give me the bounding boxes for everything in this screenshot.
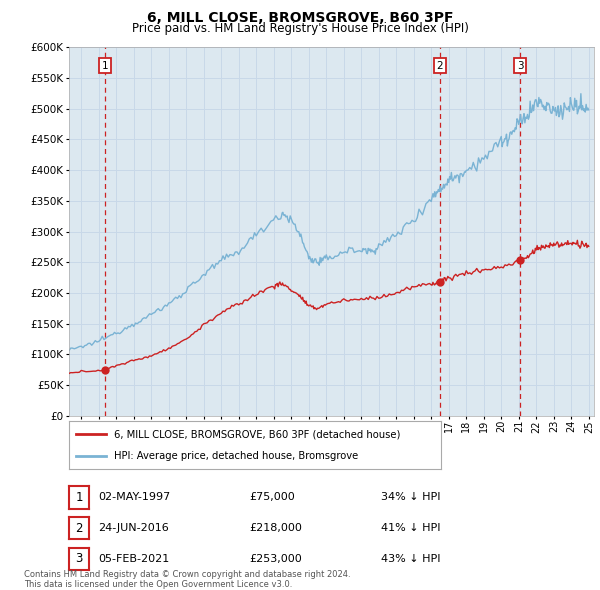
Text: 3: 3: [76, 552, 83, 565]
Text: 2: 2: [76, 522, 83, 535]
Text: 05-FEB-2021: 05-FEB-2021: [98, 554, 169, 563]
Text: 3: 3: [517, 61, 524, 71]
Text: 41% ↓ HPI: 41% ↓ HPI: [381, 523, 440, 533]
Text: Contains HM Land Registry data © Crown copyright and database right 2024.
This d: Contains HM Land Registry data © Crown c…: [24, 570, 350, 589]
Text: 6, MILL CLOSE, BROMSGROVE, B60 3PF: 6, MILL CLOSE, BROMSGROVE, B60 3PF: [147, 11, 453, 25]
Text: 02-MAY-1997: 02-MAY-1997: [98, 493, 170, 502]
Text: 6, MILL CLOSE, BROMSGROVE, B60 3PF (detached house): 6, MILL CLOSE, BROMSGROVE, B60 3PF (deta…: [113, 429, 400, 439]
Text: £218,000: £218,000: [249, 523, 302, 533]
Text: £75,000: £75,000: [249, 493, 295, 502]
Text: 1: 1: [76, 491, 83, 504]
Text: 24-JUN-2016: 24-JUN-2016: [98, 523, 169, 533]
Text: 1: 1: [102, 61, 109, 71]
Text: 34% ↓ HPI: 34% ↓ HPI: [381, 493, 440, 502]
Text: Price paid vs. HM Land Registry's House Price Index (HPI): Price paid vs. HM Land Registry's House …: [131, 22, 469, 35]
Text: HPI: Average price, detached house, Bromsgrove: HPI: Average price, detached house, Brom…: [113, 451, 358, 461]
Text: £253,000: £253,000: [249, 554, 302, 563]
Text: 2: 2: [436, 61, 443, 71]
Text: 43% ↓ HPI: 43% ↓ HPI: [381, 554, 440, 563]
